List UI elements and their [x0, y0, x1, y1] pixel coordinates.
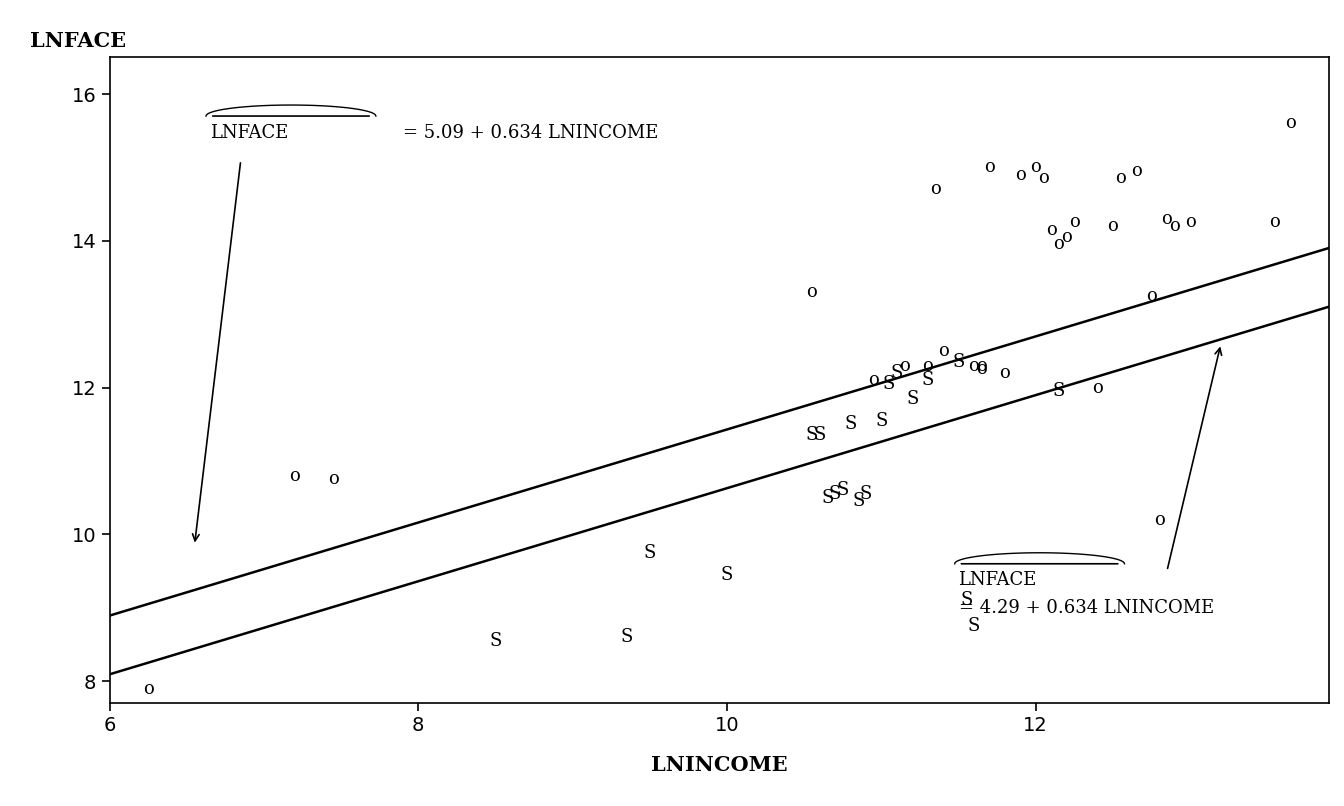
Text: o: o — [1015, 166, 1025, 184]
Text: o: o — [1054, 235, 1064, 254]
Text: o: o — [1000, 364, 1011, 382]
Text: S: S — [720, 566, 734, 584]
Text: o: o — [976, 360, 986, 378]
Text: o: o — [930, 181, 941, 198]
Text: o: o — [922, 356, 933, 375]
Text: S: S — [922, 372, 934, 389]
Text: o: o — [899, 356, 910, 375]
Text: LNFACE: LNFACE — [31, 31, 126, 51]
Text: S: S — [644, 544, 656, 562]
Text: o: o — [1285, 114, 1296, 132]
Text: o: o — [1038, 169, 1048, 188]
Text: S: S — [968, 617, 980, 635]
Text: LNFACE: LNFACE — [210, 124, 289, 142]
Text: o: o — [1161, 210, 1172, 228]
Text: S: S — [821, 488, 833, 507]
Text: LNFACE: LNFACE — [958, 571, 1038, 589]
Text: o: o — [1046, 221, 1056, 239]
Text: S: S — [891, 364, 903, 382]
Text: o: o — [1169, 217, 1180, 235]
Text: S: S — [860, 485, 872, 503]
Text: o: o — [1093, 379, 1103, 397]
Text: o: o — [1184, 214, 1195, 231]
Text: S: S — [1052, 382, 1064, 401]
Text: o: o — [806, 283, 817, 301]
Text: S: S — [829, 485, 841, 503]
Text: o: o — [1154, 511, 1165, 529]
Text: S: S — [836, 481, 849, 500]
Text: o: o — [289, 467, 300, 484]
Text: o: o — [1270, 214, 1281, 231]
Text: S: S — [489, 632, 501, 650]
Text: o: o — [142, 679, 153, 697]
Text: S: S — [805, 426, 818, 444]
Text: o: o — [984, 159, 995, 177]
Text: S: S — [906, 389, 918, 408]
Text: S: S — [960, 592, 973, 609]
Text: o: o — [969, 356, 980, 375]
Text: S: S — [852, 492, 864, 510]
Text: o: o — [1031, 159, 1042, 177]
X-axis label: LNINCOME: LNINCOME — [650, 755, 788, 775]
Text: S: S — [883, 375, 895, 393]
Text: S: S — [875, 412, 887, 430]
Text: = 5.09 + 0.634 LNINCOME: = 5.09 + 0.634 LNINCOME — [403, 124, 659, 142]
Text: o: o — [1107, 217, 1118, 235]
Text: o: o — [1062, 228, 1073, 246]
Text: S: S — [844, 415, 856, 434]
Text: o: o — [1130, 162, 1141, 180]
Text: o: o — [1116, 169, 1126, 188]
Text: S: S — [621, 628, 633, 646]
Text: o: o — [938, 342, 949, 360]
Text: o: o — [868, 372, 879, 389]
Text: o: o — [328, 471, 339, 488]
Text: S: S — [813, 426, 825, 444]
Text: o: o — [1068, 214, 1079, 231]
Text: S: S — [953, 353, 965, 371]
Text: o: o — [1146, 287, 1157, 305]
Text: = 4.29 + 0.634 LNINCOME: = 4.29 + 0.634 LNINCOME — [958, 600, 1214, 617]
Text: o: o — [976, 356, 986, 375]
